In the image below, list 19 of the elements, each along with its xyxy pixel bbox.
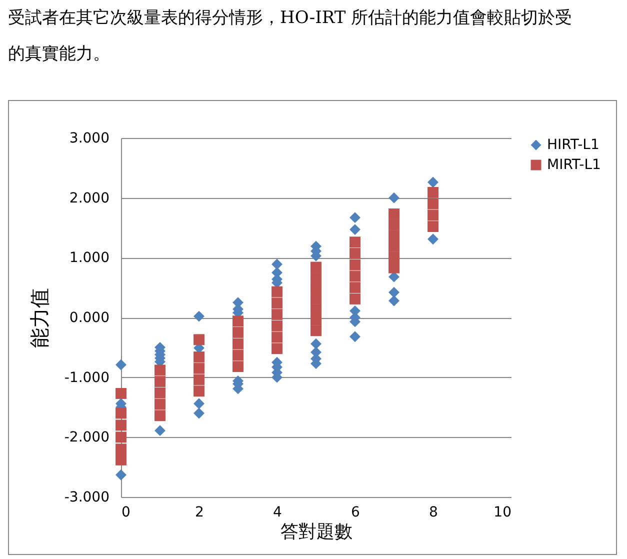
x-tick-label: 10 — [494, 504, 512, 520]
x-tick-label: 2 — [195, 504, 204, 520]
x-tick-label: 0 — [122, 504, 130, 520]
y-tick-label: -2.000 — [64, 430, 110, 446]
x-axis-title: 答對題數 — [280, 522, 352, 542]
y-tick-label: -1.000 — [64, 370, 110, 386]
text: 的真實能力。 — [8, 43, 111, 66]
y-tick-label: 3.000 — [69, 130, 110, 146]
legend-label: HIRT-L1 — [547, 137, 600, 153]
y-tick-label: 0.000 — [69, 310, 110, 326]
y-tick-label: 2.000 — [69, 190, 110, 206]
y-tick-label: 1.000 — [69, 250, 110, 266]
y-tick-label: -3.000 — [64, 490, 110, 506]
x-tick-label: 4 — [273, 504, 282, 520]
text: 受試者在其它次級量表的得分情形，HO-IRT 所估計的能力值會較貼切於受 — [8, 7, 574, 30]
x-tick-label: 6 — [351, 504, 360, 520]
legend-label: MIRT-L1 — [547, 157, 601, 173]
y-axis-title: 能力值 — [27, 288, 52, 348]
x-tick-label: 8 — [429, 504, 438, 520]
